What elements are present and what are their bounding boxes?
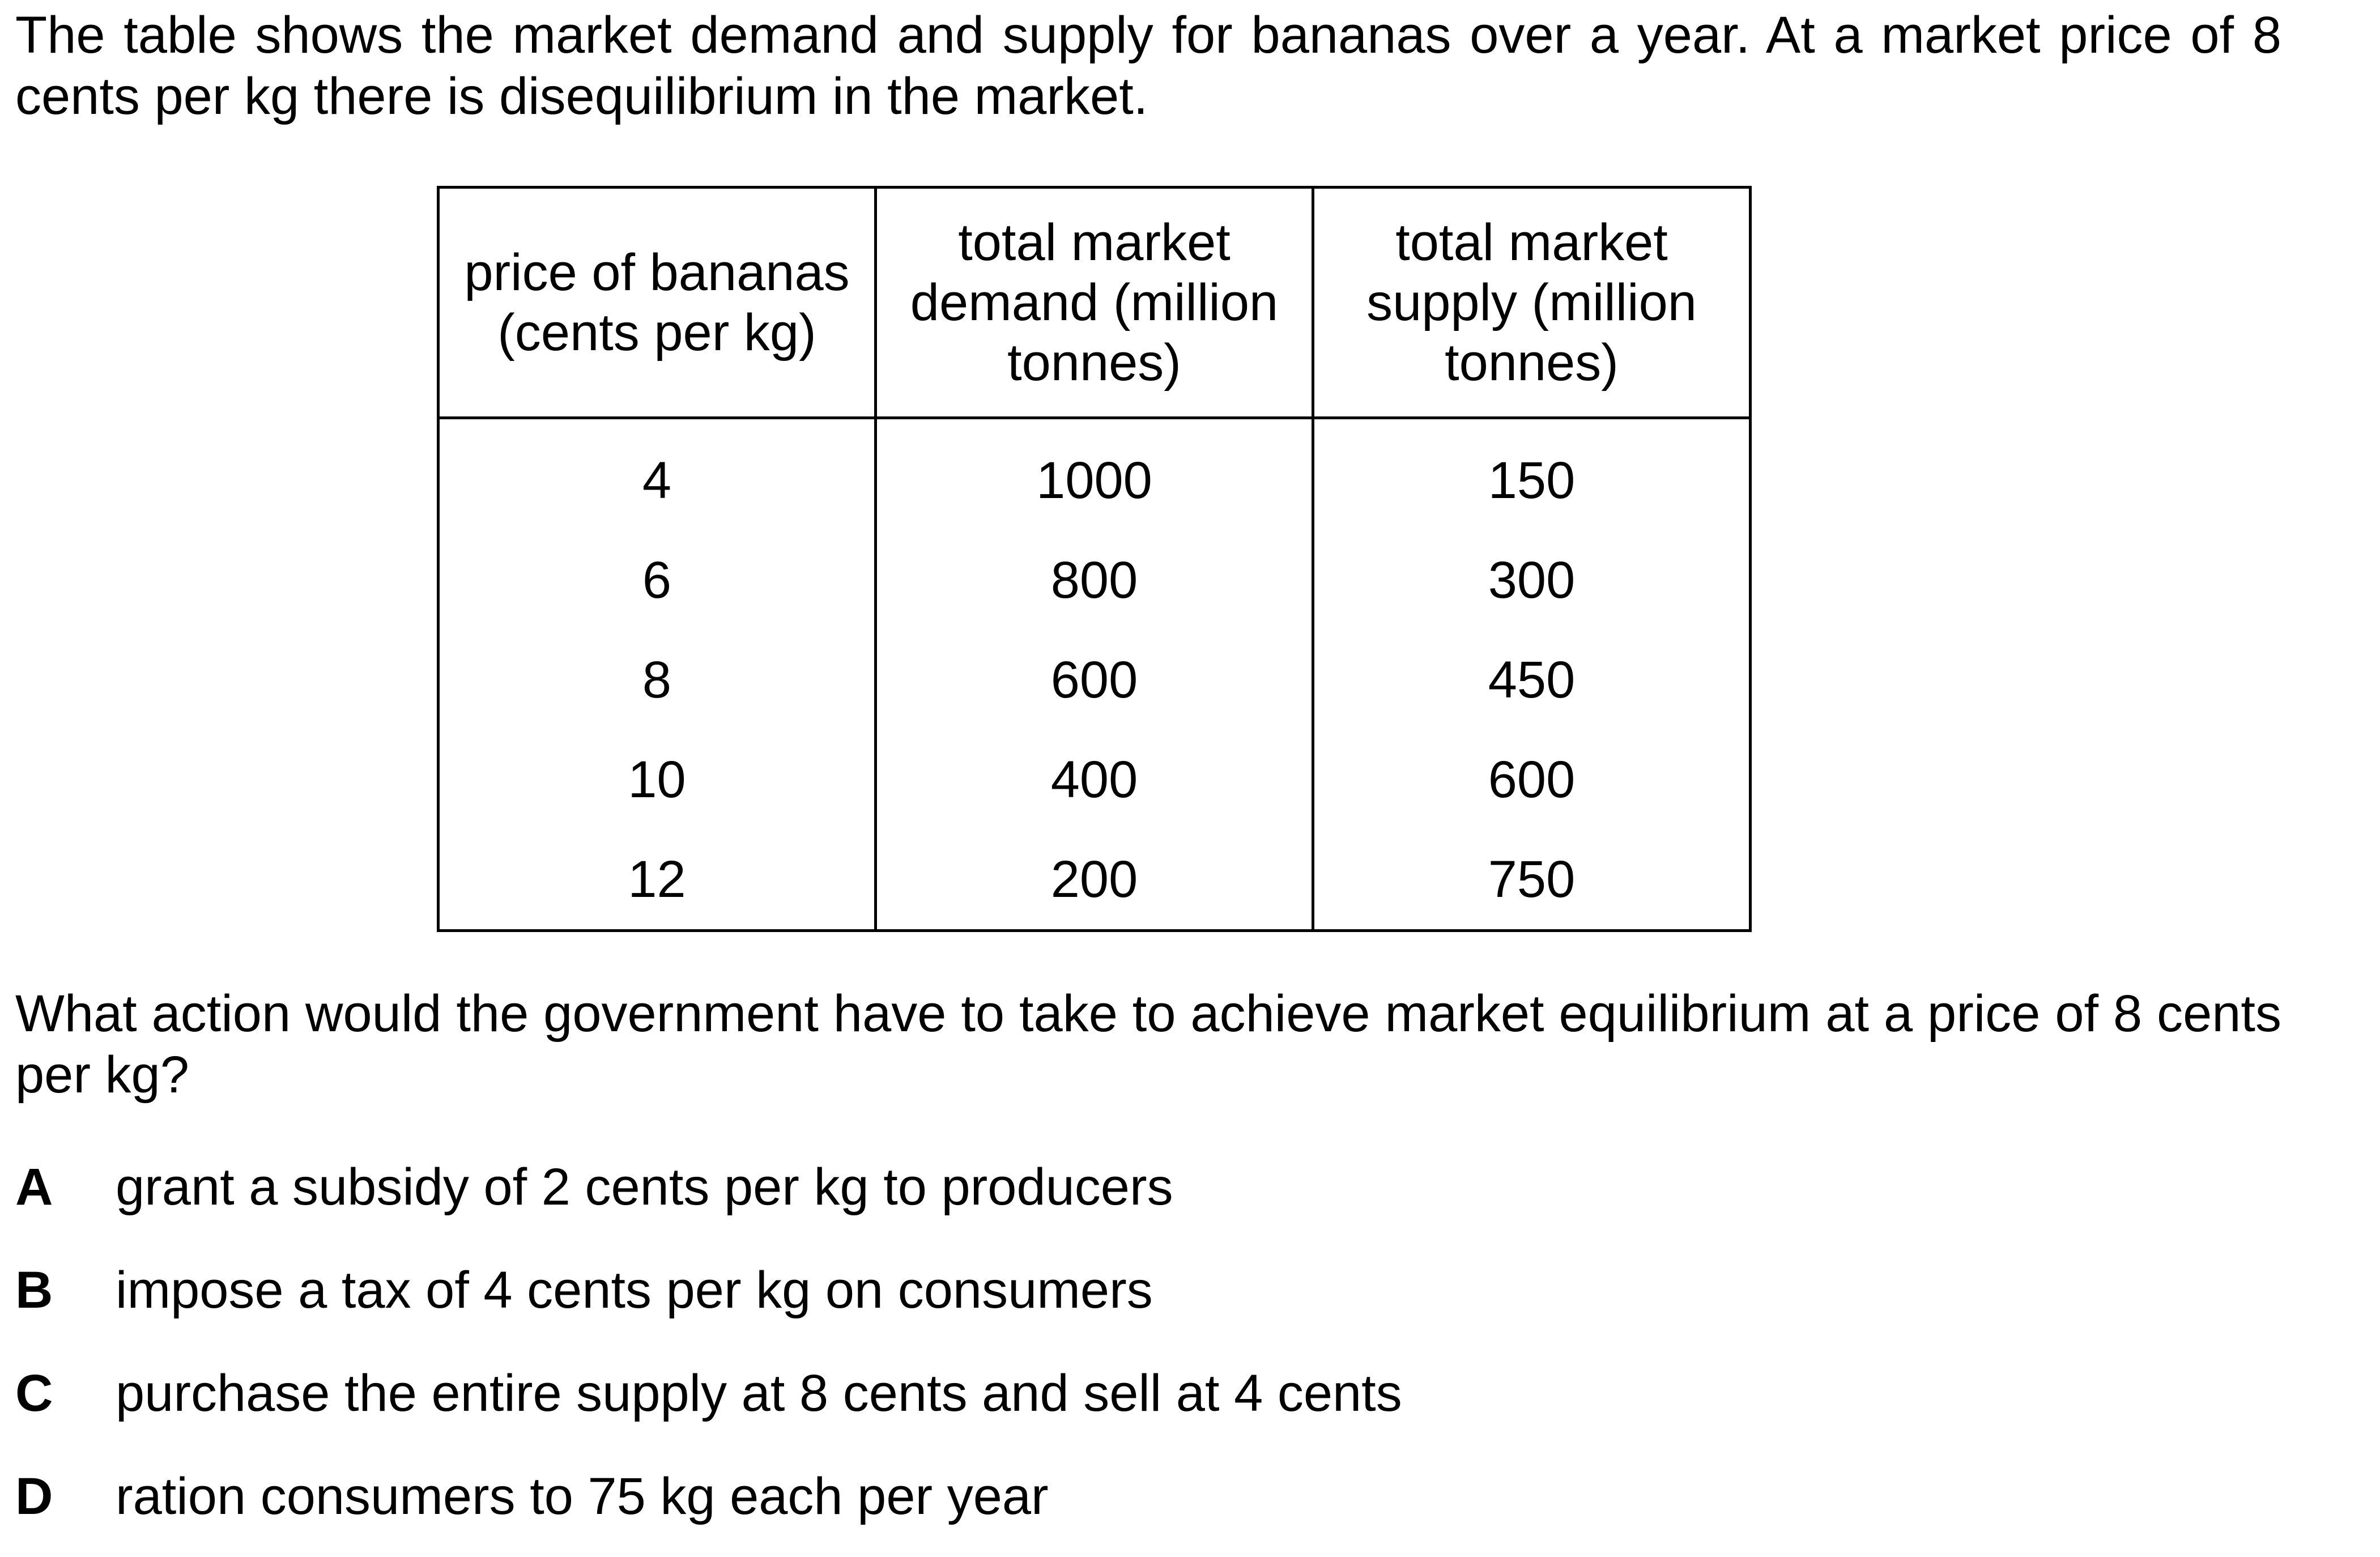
cell-price: 8: [437, 630, 877, 730]
table-row: 4 1000 150: [437, 416, 1752, 530]
header-supply: total market supply (million tonnes): [1312, 186, 1752, 419]
market-table: price of bananas (cents per kg) total ma…: [437, 186, 1752, 932]
option-text: purchase the entire supply at 8 cents an…: [116, 1364, 1402, 1422]
option-a[interactable]: A grant a subsidy of 2 cents per kg to p…: [15, 1145, 2168, 1248]
cell-supply: 150: [1312, 416, 1752, 530]
option-b[interactable]: B impose a tax of 4 cents per kg on cons…: [15, 1248, 2168, 1351]
header-demand: total market demand (million tonnes): [874, 186, 1314, 419]
option-text: grant a subsidy of 2 cents per kg to pro…: [116, 1158, 1173, 1216]
option-letter: B: [15, 1261, 53, 1319]
cell-price: 4: [437, 416, 877, 530]
option-d[interactable]: D ration consumers to 75 kg each per yea…: [15, 1454, 2168, 1557]
table-row: 8 600 450: [437, 630, 1752, 730]
option-letter: D: [15, 1467, 53, 1525]
cell-supply: 300: [1312, 530, 1752, 630]
cell-supply: 600: [1312, 730, 1752, 829]
cell-price: 10: [437, 730, 877, 829]
table-row: 12 200 750: [437, 829, 1752, 932]
table-row: 6 800 300: [437, 530, 1752, 630]
option-letter: C: [15, 1364, 53, 1422]
option-text: ration consumers to 75 kg each per year: [116, 1467, 1049, 1525]
table-row: 10 400 600: [437, 730, 1752, 829]
question-page: The table shows the market demand and su…: [15, 6, 2281, 1525]
answer-options: A grant a subsidy of 2 cents per kg to p…: [15, 1145, 2168, 1557]
cell-supply: 450: [1312, 630, 1752, 730]
intro-text: The table shows the market demand and su…: [15, 6, 2281, 125]
cell-demand: 800: [874, 530, 1314, 630]
table-header-row: price of bananas (cents per kg) total ma…: [437, 186, 1752, 419]
option-c[interactable]: C purchase the entire supply at 8 cents …: [15, 1351, 2168, 1454]
cell-demand: 400: [874, 730, 1314, 829]
cell-price: 6: [437, 530, 877, 630]
cell-supply: 750: [1312, 829, 1752, 932]
cell-demand: 200: [874, 829, 1314, 932]
cell-demand: 600: [874, 630, 1314, 730]
header-price: price of bananas (cents per kg): [437, 186, 877, 419]
cell-demand: 1000: [874, 416, 1314, 530]
cell-price: 12: [437, 829, 877, 932]
option-text: impose a tax of 4 cents per kg on consum…: [116, 1261, 1153, 1319]
question-text: What action would the government have to…: [15, 985, 2281, 1104]
option-letter: A: [15, 1158, 53, 1216]
